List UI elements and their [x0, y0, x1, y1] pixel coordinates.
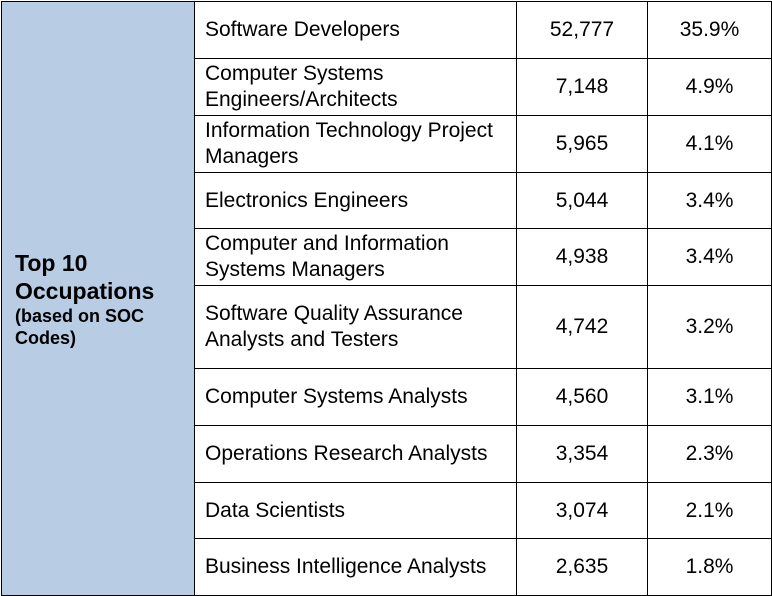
occupation-cell: Information Technology Project Managers [194, 115, 517, 173]
percent-cell: 35.9% [647, 1, 772, 59]
occupation-cell: Software Developers [194, 1, 517, 59]
count-cell: 3,354 [516, 425, 648, 483]
table-row: Computer Systems Analysts 4,560 3.1% [2, 368, 772, 426]
table-row: Electronics Engineers 5,044 3.4% [2, 172, 772, 229]
count-cell: 4,560 [516, 368, 648, 426]
percent-cell: 3.1% [647, 368, 772, 426]
count-cell: 7,148 [516, 58, 648, 116]
occupation-cell: Electronics Engineers [194, 172, 517, 229]
table-row: Data Scientists 3,074 2.1% [2, 482, 772, 539]
percent-cell: 1.8% [647, 538, 772, 596]
occupation-cell: Computer and Information Systems Manager… [194, 228, 517, 286]
count-cell: 4,938 [516, 228, 648, 286]
percent-cell: 4.9% [647, 58, 772, 116]
occupation-cell: Software Quality Assurance Analysts and … [194, 285, 517, 369]
occupation-cell: Computer Systems Engineers/Architects [194, 58, 517, 116]
row-header-title: Top 10 Occupations [15, 249, 155, 304]
count-cell: 5,965 [516, 115, 648, 173]
percent-cell: 3.4% [647, 172, 772, 229]
occupation-cell: Computer Systems Analysts [194, 368, 517, 426]
occupation-cell: Data Scientists [194, 482, 517, 539]
occupation-cell: Operations Research Analysts [194, 425, 517, 483]
percent-cell: 2.1% [647, 482, 772, 539]
row-header-subtitle: (based on SOC Codes) [15, 305, 145, 348]
percent-cell: 3.2% [647, 285, 772, 369]
percent-cell: 2.3% [647, 425, 772, 483]
table-row: Operations Research Analysts 3,354 2.3% [2, 425, 772, 483]
count-cell: 5,044 [516, 172, 648, 229]
percent-cell: 3.4% [647, 228, 772, 286]
count-cell: 3,074 [516, 482, 648, 539]
row-header-cell: Top 10 Occupations (based on SOC Codes) [1, 1, 195, 596]
table-row: Information Technology Project Managers … [2, 115, 772, 173]
table-row: Computer and Information Systems Manager… [2, 228, 772, 286]
table-row: Software Quality Assurance Analysts and … [2, 285, 772, 369]
count-cell: 2,635 [516, 538, 648, 596]
percent-cell: 4.1% [647, 115, 772, 173]
occupation-cell: Business Intelligence Analysts [194, 538, 517, 596]
count-cell: 52,777 [516, 1, 648, 59]
table-row: Business Intelligence Analysts 2,635 1.8… [2, 538, 772, 596]
table-row: Computer Systems Engineers/Architects 7,… [2, 58, 772, 116]
count-cell: 4,742 [516, 285, 648, 369]
